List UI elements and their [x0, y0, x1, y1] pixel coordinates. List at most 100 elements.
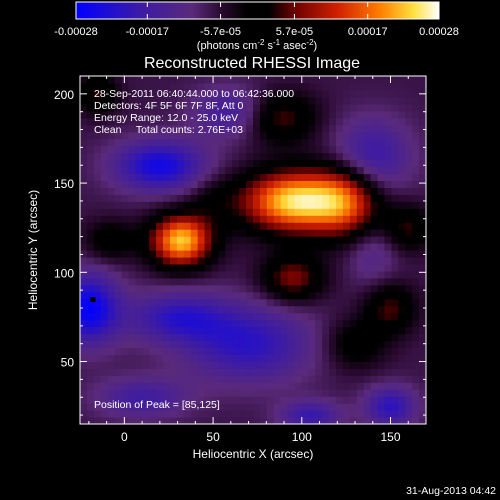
heatmap-cell — [239, 347, 247, 355]
heatmap-cell — [93, 194, 102, 202]
heatmap-cell — [100, 368, 109, 376]
heatmap-cell — [246, 124, 254, 133]
heatmap-cell — [266, 326, 275, 335]
heatmap-cell — [190, 333, 199, 342]
heatmap-cell — [100, 89, 109, 98]
heatmap-cell — [370, 333, 379, 342]
heatmap-cell — [100, 145, 109, 154]
heatmap-cell — [259, 354, 268, 362]
heatmap-cell — [114, 375, 123, 383]
heatmap-cell — [218, 256, 226, 265]
heatmap-cell — [356, 236, 365, 244]
heatmap-cell — [114, 312, 123, 321]
heatmap-cell — [246, 389, 254, 397]
heatmap-cell — [419, 166, 426, 175]
heatmap-cell — [259, 222, 268, 230]
heatmap-cell — [142, 103, 150, 112]
heatmap-cell — [80, 396, 88, 404]
heatmap-cell — [149, 173, 157, 181]
heatmap-cell — [405, 215, 413, 223]
heatmap-cell — [287, 201, 296, 209]
heatmap-cell — [280, 277, 289, 286]
heatmap-cell — [142, 375, 150, 383]
heatmap-cell — [398, 277, 406, 286]
heatmap-cell — [232, 96, 240, 105]
heatmap-cell — [412, 89, 420, 98]
heatmap-cell — [128, 201, 136, 209]
heatmap-cell — [259, 229, 268, 237]
heatmap-cell — [204, 236, 213, 244]
heatmap-cell — [280, 410, 289, 418]
heatmap-cell — [211, 256, 219, 265]
heatmap-cell — [370, 166, 379, 175]
heatmap-cell — [183, 319, 192, 328]
heatmap-cell — [412, 368, 420, 376]
heatmap-cell — [398, 298, 406, 307]
heatmap-cell — [259, 250, 268, 258]
heatmap-cell — [287, 382, 296, 390]
heatmap-cell — [253, 277, 261, 286]
heatmap-cell — [121, 382, 130, 390]
heatmap-cell — [169, 76, 178, 84]
heatmap-cell — [80, 298, 88, 307]
heatmap-cell — [273, 201, 282, 209]
heatmap-cell — [128, 96, 136, 105]
heatmap-cell — [253, 215, 261, 223]
heatmap-cell — [211, 396, 219, 404]
heatmap-cell — [239, 201, 247, 209]
heatmap-cell — [218, 76, 226, 84]
heatmap-cell — [183, 298, 192, 307]
heatmap-cell — [259, 256, 268, 265]
colorbar-tick-label: -0.00017 — [126, 26, 169, 38]
heatmap-cell — [342, 194, 351, 202]
heatmap-cell — [142, 382, 150, 390]
heatmap-cell — [197, 410, 206, 418]
heatmap-cell — [308, 403, 316, 411]
heatmap-cell — [169, 89, 178, 98]
heatmap-cell — [363, 173, 372, 181]
heatmap-cell — [363, 312, 372, 321]
heatmap-cell — [218, 270, 226, 279]
heatmap-cell — [384, 340, 392, 349]
heatmap-cell — [412, 361, 420, 369]
heatmap-cell — [142, 96, 150, 105]
heatmap-cell — [183, 145, 192, 154]
heatmap-cell — [218, 215, 226, 223]
heatmap-cell — [342, 159, 351, 168]
heatmap-cell — [301, 298, 309, 307]
heatmap-cell — [107, 368, 116, 376]
heatmap-cell — [128, 76, 136, 84]
heatmap-cell — [80, 82, 88, 91]
heatmap-cell — [93, 243, 102, 251]
heatmap-cell — [204, 208, 213, 216]
heatmap-cell — [384, 284, 392, 293]
heatmap-cell — [93, 312, 102, 321]
heatmap-cell — [356, 250, 365, 258]
heatmap-cell — [273, 263, 282, 272]
heatmap-cell — [197, 263, 206, 272]
heatmap-cell — [336, 319, 344, 328]
heatmap-cell — [80, 117, 88, 126]
heatmap-cell — [412, 326, 420, 335]
heatmap-cell — [349, 305, 358, 314]
heatmap-cell — [266, 368, 275, 376]
heatmap-cell — [114, 389, 123, 397]
heatmap-cell — [156, 180, 164, 188]
heatmap-cell — [349, 82, 358, 91]
heatmap-cell — [266, 215, 275, 223]
heatmap-cell — [128, 152, 136, 161]
heatmap-cell — [342, 319, 351, 328]
heatmap-cell — [142, 124, 150, 133]
heatmap-cell — [80, 76, 88, 84]
heatmap-cell — [169, 263, 178, 272]
heatmap-cell — [142, 159, 150, 168]
annotation-clean-counts: Clean Total counts: 2.76E+03 — [94, 124, 243, 136]
heatmap-cell — [197, 208, 206, 216]
heatmap-cell — [294, 159, 303, 168]
heatmap-cell — [412, 277, 420, 286]
heatmap-cell — [211, 389, 219, 397]
heatmap-cell — [218, 96, 226, 105]
heatmap-cell — [163, 229, 171, 237]
heatmap-cell — [239, 89, 247, 98]
heatmap-cell — [342, 131, 351, 140]
